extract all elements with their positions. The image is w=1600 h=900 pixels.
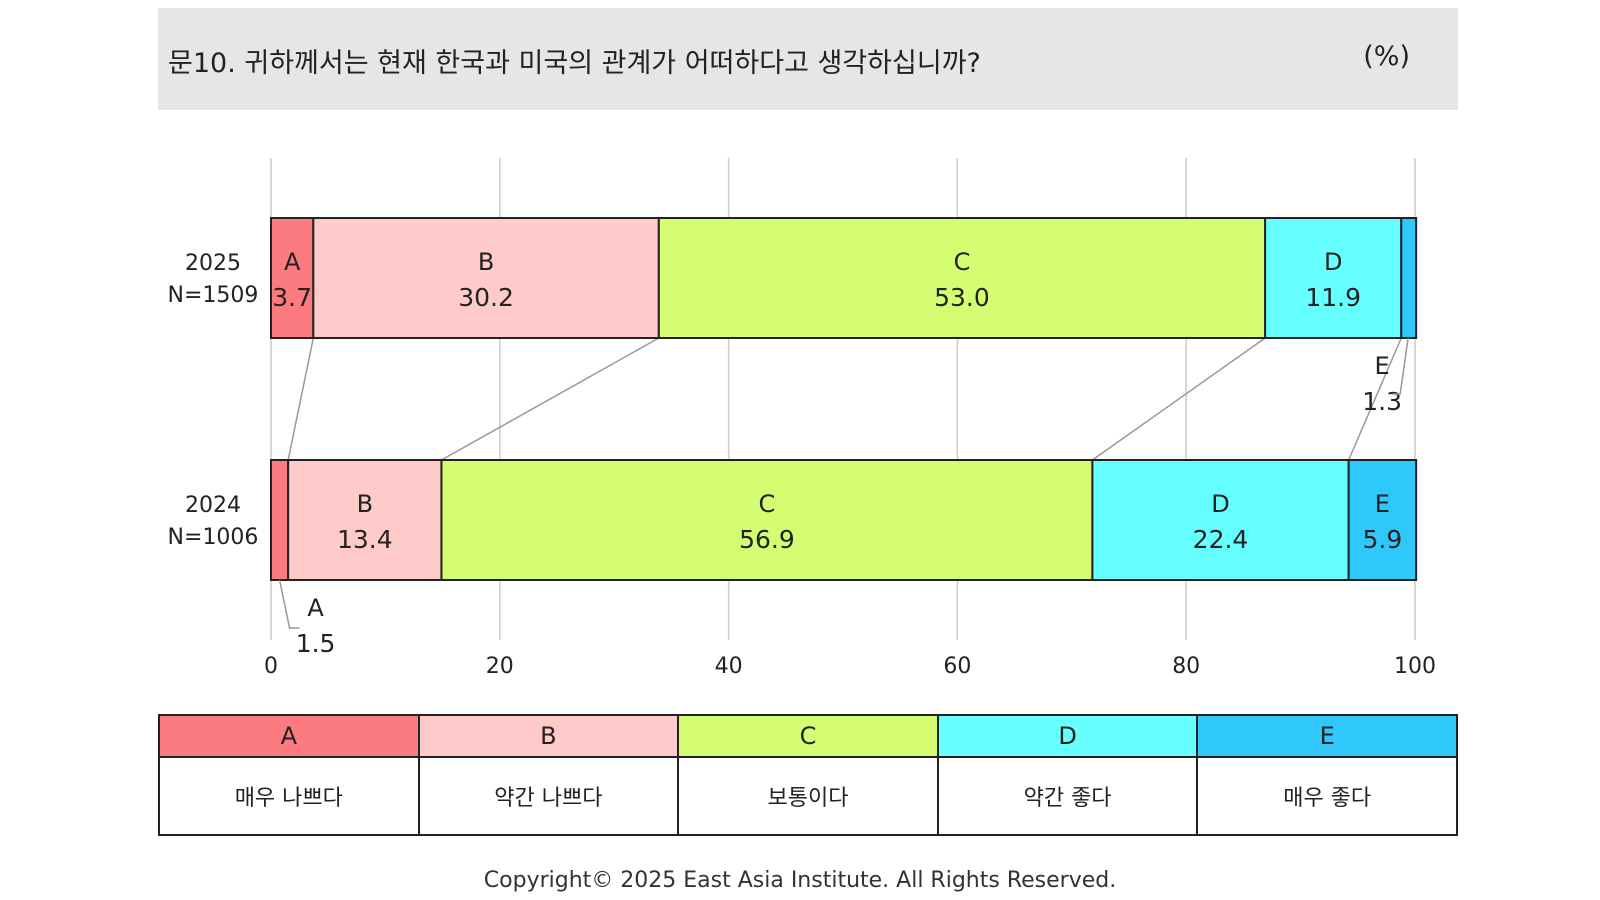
bar-key-2025-B: B — [478, 248, 494, 276]
legend-code-c: C — [677, 714, 939, 758]
bar-value-2025-C: 53.0 — [934, 283, 990, 312]
leader-2024-A — [278, 579, 300, 629]
bar-value-2025-E: 1.3 — [1362, 387, 1402, 416]
bar-key-2025-E: E — [1375, 352, 1390, 380]
legend-label-e: 매우 좋다 — [1196, 756, 1458, 836]
bar-value-2024-B: 13.4 — [337, 525, 393, 554]
legend-code-b: B — [417, 714, 680, 758]
stacked-bar-chart: 0 20 40 60 80 100 2025 N=1509 A 3.7 B 30.2 C 53.0 D 11.… — [168, 158, 1436, 679]
bar-2025-E — [1400, 217, 1418, 339]
bar-value-2024-C: 56.9 — [739, 525, 795, 554]
bar-2025-B — [312, 217, 660, 339]
legend-label-b: 약간 나쁘다 — [417, 756, 680, 836]
legend-code-d: D — [936, 714, 1199, 758]
connector-line-2 — [441, 337, 660, 461]
bar-2024-C — [440, 459, 1094, 581]
legend-label-c: 보통이다 — [677, 756, 939, 836]
bar-value-2024-A: 1.5 — [296, 629, 336, 658]
connector-line-4 — [1347, 337, 1402, 461]
bar-2024-A — [270, 459, 290, 581]
bar-key-2025-A: A — [284, 248, 301, 276]
bar-2024-E — [1347, 459, 1418, 581]
bar-2025-D — [1264, 217, 1403, 339]
legend-table: A B C D E 매우 나쁘다 약간 나쁘다 보통이다 약간 좋다 매우 좋다 — [158, 714, 1458, 836]
bar-key-2024-D: D — [1211, 490, 1229, 518]
legend-labels-row: 매우 나쁘다 약간 나쁘다 보통이다 약간 좋다 매우 좋다 — [158, 756, 1458, 836]
row-year-2024: 2024 — [185, 493, 241, 518]
bar-key-2024-B: B — [357, 490, 373, 518]
x-tick-0: 0 — [264, 654, 278, 679]
bar-2025-A — [270, 217, 315, 339]
legend-code-a: A — [158, 714, 420, 758]
bar-value-2025-D: 11.9 — [1305, 283, 1361, 312]
row-year-2025: 2025 — [185, 251, 241, 276]
x-tick-40: 40 — [715, 654, 743, 679]
row-n-2024: N=1006 — [168, 525, 259, 550]
unit-label: (%) — [1363, 41, 1410, 72]
bar-key-2024-A: A — [307, 594, 324, 622]
bar-value-2024-E: 5.9 — [1363, 525, 1403, 554]
x-tick-100: 100 — [1394, 654, 1436, 679]
connector-line-3 — [1091, 337, 1266, 461]
question-text: 문10. 귀하께서는 현재 한국과 미국의 관계가 어떠하다고 생각하십니까? — [168, 48, 981, 79]
legend-label-a: 매우 나쁘다 — [158, 756, 420, 836]
bar-key-2024-E: E — [1375, 490, 1390, 518]
bar-value-2024-D: 22.4 — [1193, 525, 1249, 554]
legend-code-e: E — [1196, 714, 1458, 758]
question-header: 문10. 귀하께서는 현재 한국과 미국의 관계가 어떠하다고 생각하십니까? … — [158, 8, 1458, 110]
bar-key-2025-C: C — [954, 248, 971, 276]
x-tick-80: 80 — [1172, 654, 1200, 679]
connector-line-1 — [287, 337, 315, 461]
bar-2025-C — [657, 217, 1267, 339]
copyright-text: Copyright© 2025 East Asia Institute. All… — [483, 868, 1117, 893]
leader-2025-E — [1392, 337, 1409, 395]
bar-2024-D — [1091, 459, 1350, 581]
legend-label-d: 약간 좋다 — [936, 756, 1199, 836]
bar-value-2025-A: 3.7 — [272, 283, 312, 312]
x-tick-20: 20 — [486, 654, 514, 679]
bar-value-2025-B: 30.2 — [458, 283, 514, 312]
legend-codes-row: A B C D E — [158, 714, 1458, 758]
x-tick-60: 60 — [943, 654, 971, 679]
row-n-2025: N=1509 — [168, 283, 259, 308]
bar-key-2024-C: C — [759, 490, 776, 518]
bar-key-2025-D: D — [1324, 248, 1342, 276]
bar-2024-B — [287, 459, 443, 581]
